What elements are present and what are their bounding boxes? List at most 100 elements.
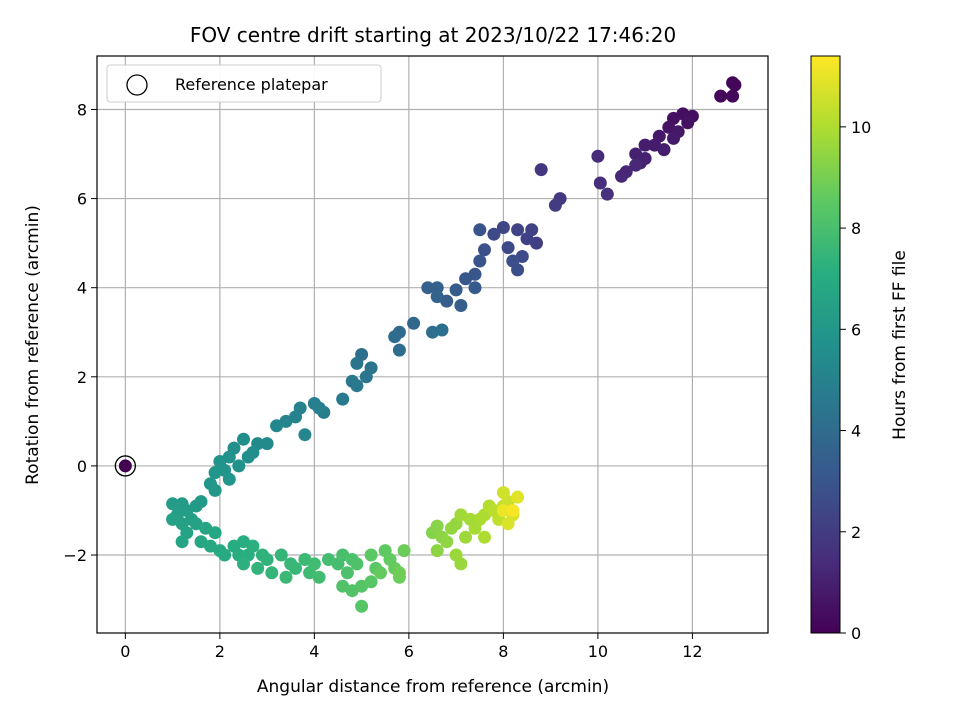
data-point [359,370,373,384]
colorbar-tick-label: 6 [851,320,861,339]
data-point [511,490,525,504]
colorbar-tick-label: 10 [851,118,871,137]
data-point [279,570,293,584]
data-point [208,466,222,480]
data-point [473,254,487,268]
colorbar-tick-label: 8 [851,219,861,238]
data-point [615,169,628,183]
legend: Reference platepar [106,64,382,103]
reference-point [118,459,132,473]
data-point [208,483,222,497]
data-point [430,544,444,558]
data-point [525,223,539,237]
data-point [638,138,652,152]
data-point [397,544,411,558]
colorbar-tick-label: 0 [851,624,861,643]
data-point [222,472,236,486]
data-point [260,437,274,451]
data-point [241,450,255,464]
y-axis-ticks: −2 0 2 4 6 8 [63,100,97,565]
colorbar-ticks: 0 2 4 6 8 10 [840,118,871,643]
x-tick-label: 10 [588,642,608,661]
data-point [435,323,449,337]
data-point [392,343,406,357]
data-point [350,356,364,370]
data-point [548,198,562,212]
data-point [449,283,463,297]
data-point [251,561,265,575]
data-point [274,548,288,562]
x-axis-label: Angular distance from reference (arcmin) [257,677,609,697]
data-point [487,227,501,241]
plot-frame [96,55,769,634]
legend-box [106,64,382,103]
data-point [459,272,473,286]
y-tick-label: 4 [77,279,87,298]
data-point [232,459,246,473]
y-tick-label: −2 [63,546,87,565]
data-point [166,512,180,526]
data-points [166,76,742,613]
x-tick-label: 6 [404,642,414,661]
data-point [364,548,378,562]
data-point [175,535,189,549]
data-point [506,504,520,517]
x-tick-label: 2 [215,642,225,661]
data-point [350,379,364,393]
y-tick-label: 2 [77,368,87,387]
data-point [473,223,487,237]
x-tick-label: 12 [682,642,702,661]
data-point [726,89,740,103]
y-axis-label: Rotation from reference (arcmin) [23,205,43,485]
data-point [496,504,510,517]
data-point [265,566,279,580]
data-point [407,316,421,330]
y-tick-label: 8 [77,100,87,119]
data-point [218,548,232,562]
data-point [237,432,250,446]
data-point [312,401,326,415]
data-point [289,561,302,575]
colorbar-tick-label: 4 [851,422,861,441]
y-tick-label: 0 [77,457,87,476]
data-point [237,557,250,571]
data-point [430,290,444,304]
data-point [496,221,510,234]
legend-label: Reference platepar [175,75,328,94]
y-tick-label: 6 [77,190,87,209]
data-point [593,176,607,190]
reference-marker [114,455,137,477]
data-point [350,557,364,571]
data-point [430,281,444,295]
data-point [364,575,378,589]
x-tick-label: 0 [120,642,130,661]
x-axis-ticks: 0 2 4 6 8 10 12 [120,633,703,661]
data-point [667,131,680,145]
data-point [478,243,491,257]
data-point [246,539,260,553]
colorbar: 0 2 4 6 8 10 Hours from first FF file [810,55,910,643]
data-point [454,299,468,312]
data-point [208,526,222,540]
data-point [270,419,284,433]
data-point [449,548,463,562]
data-point [340,566,354,580]
data-point [681,116,695,130]
data-point [388,330,402,344]
data-point [591,149,605,163]
data-point [336,392,350,406]
x-tick-label: 8 [498,642,508,661]
colorbar-gradient [810,55,841,634]
data-point [421,281,435,295]
data-point [459,530,473,544]
data-point [440,535,454,549]
data-point [511,223,525,237]
data-point [728,78,742,92]
data-point [534,163,548,177]
data-point [468,281,482,295]
data-point [374,566,387,580]
reference-ring [114,455,137,477]
data-point [298,428,312,442]
x-tick-label: 4 [309,642,319,661]
